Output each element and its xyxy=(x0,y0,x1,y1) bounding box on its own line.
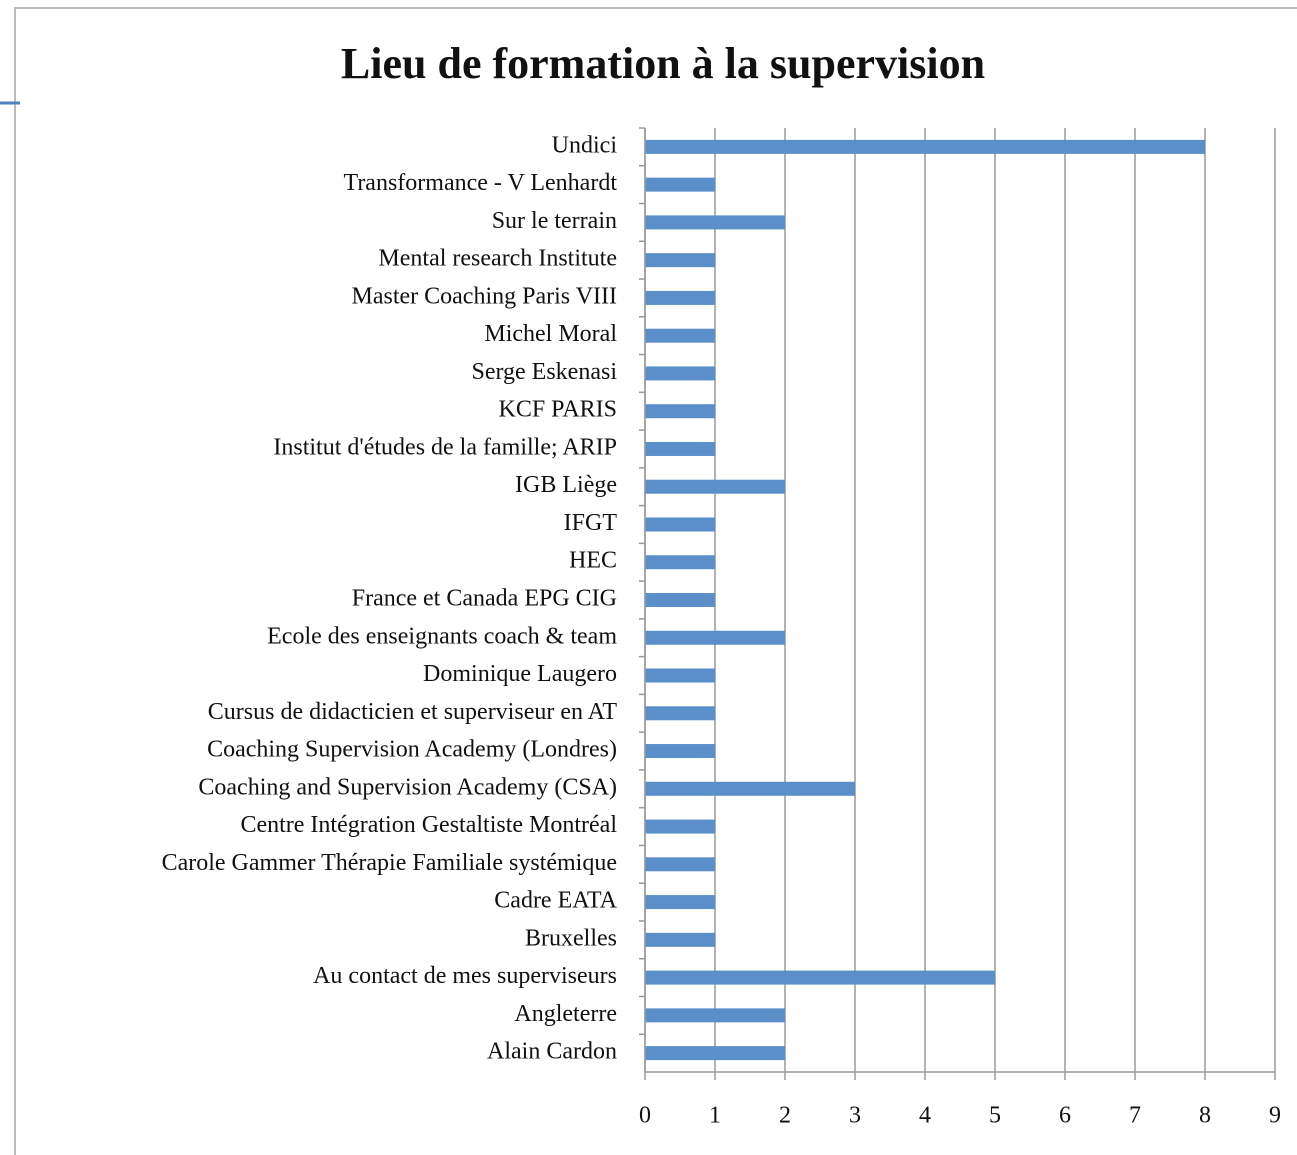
y-tick-label: KCF PARIS xyxy=(498,397,617,423)
bar xyxy=(645,668,715,683)
x-tick-label: 2 xyxy=(779,1103,791,1129)
y-tick-label: IGB Liège xyxy=(515,472,617,498)
y-tick-label: Michel Moral xyxy=(484,321,617,347)
bar xyxy=(645,630,785,645)
x-tick-label: 6 xyxy=(1059,1103,1071,1129)
y-tick-label: France et Canada EPG CIG xyxy=(352,586,617,612)
bar xyxy=(645,1008,785,1023)
y-tick-label: Centre Intégration Gestaltiste Montréal xyxy=(240,812,617,838)
bar xyxy=(645,895,715,910)
x-tick-label: 7 xyxy=(1129,1103,1141,1129)
bar xyxy=(645,290,715,305)
y-tick-label: Serge Eskenasi xyxy=(471,359,617,385)
y-tick-label: Sur le terrain xyxy=(492,208,617,234)
y-tick-label: HEC xyxy=(569,548,617,574)
y-tick-label: Institut d'études de la famille; ARIP xyxy=(273,434,617,460)
y-tick-label: Alain Cardon xyxy=(487,1039,617,1065)
bar xyxy=(645,215,785,230)
y-tick-label: Transformance - V Lenhardt xyxy=(344,170,618,196)
y-tick-label: Undici xyxy=(552,132,618,158)
x-tick-label: 1 xyxy=(709,1103,721,1129)
chart-frame xyxy=(14,7,1297,1155)
y-tick-label: IFGT xyxy=(564,510,618,536)
y-tick-label: Coaching Supervision Academy (Londres) xyxy=(207,737,617,763)
bar xyxy=(645,932,715,947)
x-tick-label: 4 xyxy=(919,1103,931,1129)
x-tick-label: 9 xyxy=(1269,1103,1281,1129)
bar xyxy=(645,404,715,419)
bar xyxy=(645,139,1205,154)
bar xyxy=(645,441,715,456)
y-tick-label: Cursus de didacticien et superviseur en … xyxy=(208,699,618,725)
bar xyxy=(645,744,715,759)
bar xyxy=(645,366,715,381)
bar xyxy=(645,253,715,268)
bar xyxy=(645,819,715,834)
y-tick-label: Master Coaching Paris VIII xyxy=(352,283,618,309)
y-tick-label: Bruxelles xyxy=(525,925,617,951)
bar xyxy=(645,706,715,721)
bar xyxy=(645,857,715,872)
bar xyxy=(645,517,715,532)
bar xyxy=(645,328,715,343)
x-tick-label: 5 xyxy=(989,1103,1001,1129)
bar xyxy=(645,555,715,570)
bar xyxy=(645,177,715,192)
chart-title: Lieu de formation à la supervision xyxy=(341,39,985,88)
y-tick-label: Mental research Institute xyxy=(378,246,617,272)
bar xyxy=(645,1046,785,1061)
x-tick-label: 8 xyxy=(1199,1103,1211,1129)
bar xyxy=(645,479,785,494)
x-tick-label: 3 xyxy=(849,1103,861,1129)
y-tick-label: Cadre EATA xyxy=(494,888,617,914)
bar xyxy=(645,781,855,796)
y-tick-label: Ecole des enseignants coach & team xyxy=(267,623,617,649)
y-tick-label: Coaching and Supervision Academy (CSA) xyxy=(198,774,617,800)
bar xyxy=(645,970,995,985)
y-tick-label: Dominique Laugero xyxy=(423,661,617,687)
y-tick-label: Au contact de mes superviseurs xyxy=(313,963,617,989)
x-tick-label: 0 xyxy=(639,1103,651,1129)
y-tick-label: Carole Gammer Thérapie Familiale systémi… xyxy=(162,850,617,876)
y-tick-label: Angleterre xyxy=(514,1001,617,1027)
bar xyxy=(645,593,715,607)
